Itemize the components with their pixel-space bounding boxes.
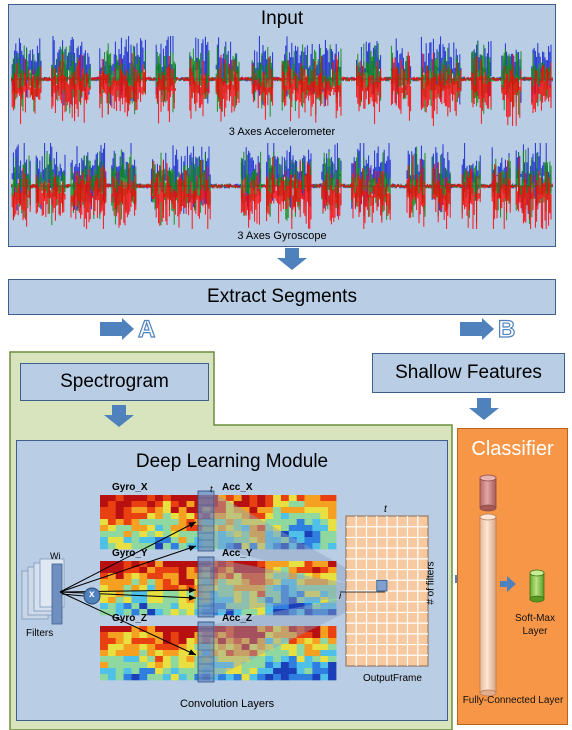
filter-stack — [21, 558, 65, 625]
arrow-fc-to-softmax — [500, 576, 516, 592]
acc-x-label: Acc_X — [222, 482, 253, 493]
gyro-y-label: Gyro_Y — [112, 548, 148, 559]
accelerometer-trace — [11, 36, 553, 126]
convolution-layers-label: Convolution Layers — [180, 698, 275, 710]
feature-cylinder — [479, 474, 497, 512]
spectrogram-map-2 — [100, 556, 385, 618]
gyro-z-label: Gyro_Z — [112, 613, 148, 624]
output-frame-label: OutputFrame — [363, 673, 422, 684]
softmax-cylinder — [529, 569, 545, 603]
shallow-features-box: Shallow Features — [372, 353, 565, 393]
classifier-title: Classifier — [471, 438, 554, 460]
classifier-panel: Classifier — [457, 428, 568, 725]
spectrogram-map-3 — [100, 590, 385, 683]
spectrogram-map-1 — [100, 490, 385, 593]
branch-a-label: A — [137, 315, 156, 343]
multiply-node — [83, 587, 101, 605]
gyroscope-label: 3 Axes Gyroscope — [237, 230, 327, 242]
fully-connected-label: Fully-Connected Layer — [462, 695, 564, 706]
filters-label: Filters — [26, 628, 54, 639]
extract-segments-box: Extract Segments — [8, 279, 556, 315]
t-marker: t — [210, 484, 213, 494]
gyro-x-label: Gyro_X — [112, 482, 148, 493]
shallow-features-label: Shallow Features — [395, 362, 542, 383]
output-t-label: t — [384, 504, 387, 515]
softmax-label: Soft-Max Layer — [514, 613, 555, 637]
deep-module-title: Deep Learning Module — [135, 451, 329, 472]
spectrogram-box: Spectrogram — [20, 363, 209, 401]
accelerometer-label: 3 Axes Accelerometer — [228, 126, 336, 138]
extract-segments-label: Extract Segments — [207, 286, 357, 307]
spectrogram-label: Spectrogram — [60, 371, 169, 392]
fully-connected-cylinder — [479, 513, 497, 697]
acc-y-label: Acc_Y — [222, 548, 253, 559]
i-marker: i — [339, 591, 342, 602]
input-title: Input — [260, 8, 304, 29]
acc-z-label: Acc_Z — [222, 613, 253, 624]
gyroscope-trace — [11, 143, 553, 229]
branch-b-label: B — [497, 315, 516, 343]
multiply-label: x — [89, 589, 95, 600]
wi-label: Wi — [50, 551, 61, 561]
input-panel: Input 3 Axes Accelerometer 3 Axes Gyrosc… — [8, 4, 556, 247]
